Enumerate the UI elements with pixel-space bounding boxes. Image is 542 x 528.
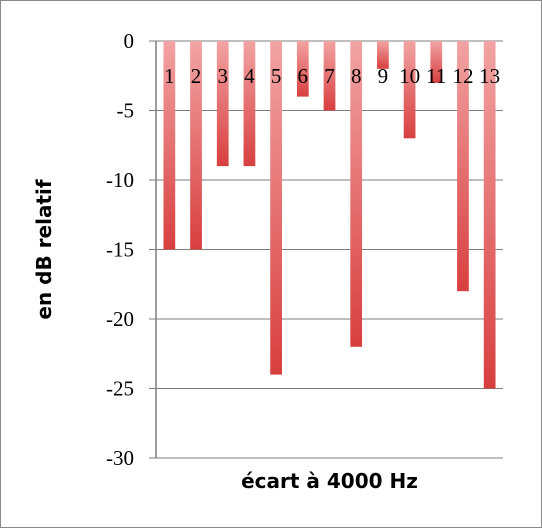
category-label: 8 <box>351 64 362 88</box>
bar-3 <box>216 41 229 167</box>
category-label: 3 <box>217 64 228 88</box>
category-label: 10 <box>399 64 420 88</box>
bar-12 <box>457 41 469 292</box>
category-label: 2 <box>191 64 202 88</box>
category-label: 9 <box>378 64 389 88</box>
x-axis-title: écart à 4000 Hz <box>241 469 418 493</box>
y-tick-label: 0 <box>124 29 135 53</box>
bar-7 <box>323 41 336 111</box>
bar-9 <box>377 41 389 69</box>
category-label: 12 <box>452 64 473 88</box>
y-tick-label: -10 <box>106 168 134 192</box>
bar-4 <box>243 41 256 167</box>
bar-10 <box>403 41 416 139</box>
bar-13 <box>483 41 496 389</box>
y-tick-label: -20 <box>106 307 134 331</box>
y-tick-label: -15 <box>106 238 134 262</box>
y-tick-label: -5 <box>117 99 135 123</box>
category-labels: 1 2 3 4 5 6 7 8 9 10 11 12 13 <box>164 64 500 88</box>
category-label: 5 <box>271 64 282 88</box>
bar-1 <box>163 41 176 250</box>
category-label: 7 <box>324 64 335 88</box>
bar-5 <box>270 41 282 375</box>
y-tick-labels: 0 -5 -10 -15 -20 -25 -30 <box>106 29 134 470</box>
bar-6 <box>296 41 309 97</box>
y-tick-label: -30 <box>106 446 134 470</box>
category-label: 11 <box>426 64 446 88</box>
gridlines <box>156 40 503 459</box>
bar-2 <box>190 41 202 250</box>
category-label: 13 <box>479 64 500 88</box>
category-label: 4 <box>244 64 255 88</box>
category-label: 6 <box>298 64 309 88</box>
bars <box>163 41 496 389</box>
bar-11 <box>430 41 443 83</box>
y-axis-title: en dB relatif <box>32 179 56 319</box>
bar-8 <box>350 41 363 347</box>
y-tick-label: -25 <box>106 377 134 401</box>
category-label: 1 <box>164 64 175 88</box>
axes <box>149 40 157 459</box>
